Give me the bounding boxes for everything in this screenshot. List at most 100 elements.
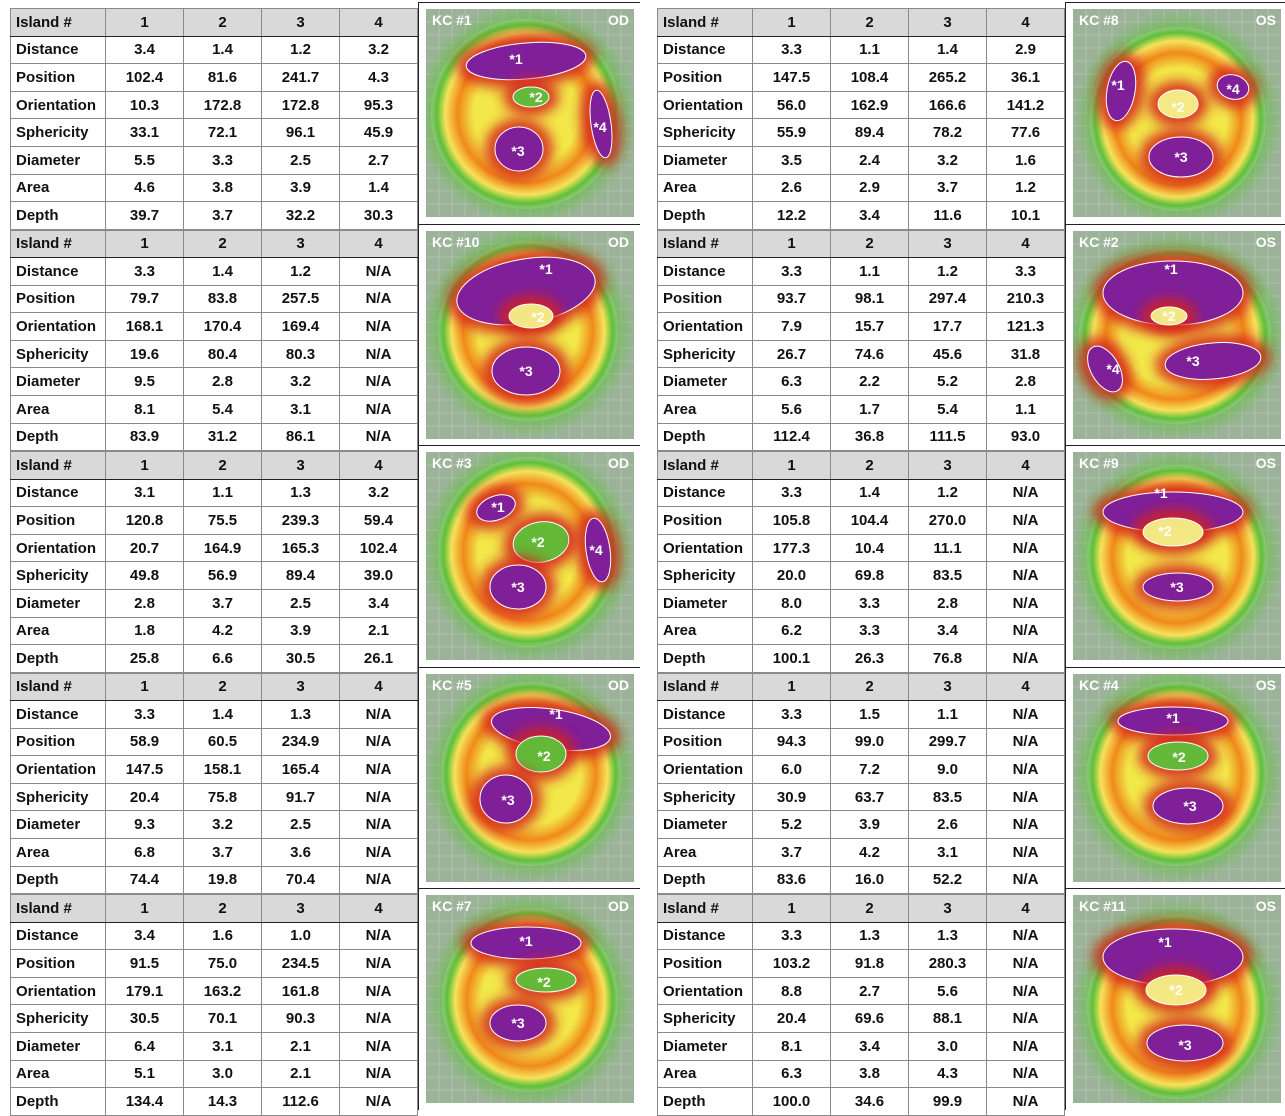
row-label: Depth xyxy=(10,1087,106,1116)
island-number: 3 xyxy=(261,672,340,702)
table-header-row: Island #1 2 3 4 xyxy=(657,8,1065,37)
island-marker-label: *3 xyxy=(511,579,524,595)
island-number: 2 xyxy=(830,451,909,480)
table-row: Depth 12.2 3.4 11.6 10.1 xyxy=(657,201,1065,230)
row-label: Island # xyxy=(10,672,106,702)
table-row: Position 120.8 75.5 239.3 59.4 xyxy=(10,506,418,535)
table-cell: 5.6 xyxy=(752,395,831,424)
table-cell: 280.3 xyxy=(908,949,987,978)
elevation-island xyxy=(1155,333,1271,388)
table-cell: 69.6 xyxy=(830,1004,909,1033)
row-label: Diameter xyxy=(657,1031,753,1061)
table-cell: 4.2 xyxy=(830,838,909,867)
elevation-island xyxy=(1136,966,1216,1014)
elevation-map: *1 *2 *3 *4 KC #1 OD xyxy=(426,9,634,217)
table-cell: 1.4 xyxy=(183,35,262,65)
island-marker-label: *1 xyxy=(539,261,552,277)
island-number: 4 xyxy=(339,672,418,702)
table-cell: 2.9 xyxy=(986,35,1065,65)
island-marker-label: *1 xyxy=(1164,261,1177,277)
island-marker-label: *2 xyxy=(1169,982,1182,998)
island-metrics-table: Island #1 2 3 4 Distance 3.3 1.4 1.2 N/A Position… xyxy=(10,229,418,452)
island-metrics-table: Island #1 2 3 4 Distance 3.4 1.4 1.2 3.2 Position… xyxy=(10,8,418,230)
table-cell: 90.3 xyxy=(261,1004,340,1033)
row-label: Sphericity xyxy=(657,1004,753,1033)
table-cell: 58.9 xyxy=(105,727,184,757)
island-marker-label: *3 xyxy=(1170,579,1183,595)
table-cell: 241.7 xyxy=(261,63,340,92)
island-marker-label: *4 xyxy=(1106,361,1119,377)
table-cell: 105.8 xyxy=(752,506,831,535)
island-number: 1 xyxy=(752,229,831,259)
row-label: Area xyxy=(10,1059,106,1089)
table-cell: 39.7 xyxy=(105,201,184,230)
table-cell: N/A xyxy=(339,865,418,895)
row-label: Sphericity xyxy=(10,782,106,812)
table-cell: 102.4 xyxy=(339,533,418,563)
table-row: Orientation 6.0 7.2 9.0 N/A xyxy=(657,755,1065,784)
table-cell: 3.1 xyxy=(105,478,184,508)
table-cell: 1.7 xyxy=(830,395,909,424)
island-number: 3 xyxy=(261,229,340,259)
table-cell: 9.3 xyxy=(105,810,184,840)
elevation-island xyxy=(1138,732,1218,779)
row-label: Island # xyxy=(657,451,753,480)
elevation-island xyxy=(503,78,559,116)
elevation-island xyxy=(1093,251,1253,334)
table-cell: 2.5 xyxy=(261,145,340,175)
island-marker-label: *4 xyxy=(589,542,602,558)
table-cell: 1.3 xyxy=(261,478,340,508)
case-id-label: KC #7 xyxy=(432,898,472,914)
elevation-island xyxy=(580,81,622,167)
keratoconus-panel: Island #1 2 3 4 Distance 3.1 1.1 1.3 3.2 Position… xyxy=(0,443,640,673)
table-header-row: Island #1 2 3 4 xyxy=(657,672,1065,702)
island-metrics-table: Island #1 2 3 4 Distance 3.3 1.4 1.3 N/A Position… xyxy=(10,672,418,895)
table-cell: 170.4 xyxy=(183,312,262,341)
row-label: Position xyxy=(10,284,106,314)
table-row: Area 2.6 2.9 3.7 1.2 xyxy=(657,173,1065,203)
table-cell: 83.5 xyxy=(908,782,987,812)
table-cell: 6.0 xyxy=(752,755,831,784)
table-cell: 3.5 xyxy=(752,145,831,175)
table-cell: 25.8 xyxy=(105,644,184,673)
table-cell: 31.2 xyxy=(183,422,262,452)
table-row: Depth 134.4 14.3 112.6 N/A xyxy=(10,1087,418,1116)
table-cell: 1.1 xyxy=(908,700,987,729)
table-cell: N/A xyxy=(339,1087,418,1116)
elevation-map: *1 *2 *3 KC #7 OD xyxy=(426,895,634,1103)
table-cell: 172.8 xyxy=(261,90,340,120)
table-cell: 147.5 xyxy=(752,63,831,92)
island-number: 2 xyxy=(830,8,909,37)
eye-label: OS xyxy=(1256,234,1276,250)
island-number: 3 xyxy=(908,672,987,702)
table-cell: 1.4 xyxy=(183,700,262,729)
table-row: Area 6.3 3.8 4.3 N/A xyxy=(657,1059,1065,1089)
elevation-island xyxy=(1096,52,1146,130)
table-cell: N/A xyxy=(339,976,418,1006)
island-number: 1 xyxy=(105,8,184,37)
row-label: Distance xyxy=(10,921,106,951)
table-cell: 168.1 xyxy=(105,312,184,341)
row-label: Sphericity xyxy=(657,118,753,147)
map-frame xyxy=(418,666,640,889)
eye-label: OD xyxy=(608,12,629,28)
map-frame xyxy=(1065,666,1285,889)
table-cell: 26.3 xyxy=(830,644,909,673)
row-label: Orientation xyxy=(657,533,753,563)
table-cell: 39.0 xyxy=(339,561,418,590)
table-cell: 3.7 xyxy=(183,588,262,618)
table-cell: 33.1 xyxy=(105,118,184,147)
table-row: Area 5.1 3.0 2.1 N/A xyxy=(10,1059,418,1089)
table-row: Depth 112.4 36.8 111.5 93.0 xyxy=(657,422,1065,452)
table-cell: 1.0 xyxy=(261,921,340,951)
case-id-label: KC #2 xyxy=(1079,234,1119,250)
table-row: Distance 3.4 1.6 1.0 N/A xyxy=(10,921,418,951)
table-cell: 1.2 xyxy=(261,257,340,286)
table-cell: N/A xyxy=(986,782,1065,812)
table-row: Orientation 147.5 158.1 165.4 N/A xyxy=(10,755,418,784)
table-row: Position 103.2 91.8 280.3 N/A xyxy=(657,949,1065,978)
table-cell: 94.3 xyxy=(752,727,831,757)
eye-label: OS xyxy=(1256,898,1276,914)
table-cell: 2.5 xyxy=(261,588,340,618)
table-cell: 166.6 xyxy=(908,90,987,120)
